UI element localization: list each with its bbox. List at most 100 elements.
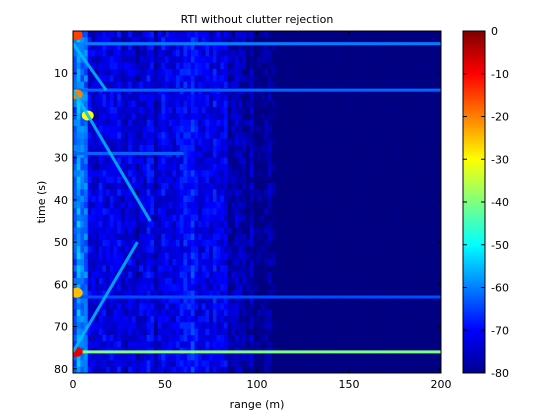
- heatmap-cell: [91, 75, 96, 83]
- heatmap-cell: [87, 119, 92, 127]
- heatmap-cell: [433, 126, 438, 133]
- heatmap-cell: [117, 31, 122, 38]
- heatmap-cell: [106, 50, 111, 57]
- heatmap-cell: [411, 297, 416, 304]
- heatmap-cell: [378, 252, 383, 260]
- heatmap-cell: [205, 221, 210, 228]
- heatmap-cell: [286, 107, 291, 114]
- heatmap-cell: [382, 284, 387, 292]
- heatmap-cell: [319, 43, 324, 51]
- heatmap-cell: [418, 183, 424, 190]
- heatmap-cell: [293, 151, 299, 159]
- heatmap-cell: [249, 316, 254, 323]
- heatmap-cell: [393, 252, 398, 260]
- heatmap-cell: [153, 126, 159, 133]
- heatmap-cell: [245, 221, 251, 228]
- heatmap-cell: [293, 176, 299, 184]
- heatmap-cell: [150, 100, 155, 108]
- heatmap-cell: [161, 138, 166, 146]
- heatmap-cell: [371, 265, 376, 273]
- heatmap-cell: [257, 252, 262, 260]
- heatmap-cell: [205, 94, 210, 102]
- heatmap-cell: [315, 113, 321, 121]
- heatmap-cell: [374, 221, 380, 228]
- heatmap-cell: [95, 246, 100, 254]
- heatmap-cell: [312, 126, 317, 133]
- heatmap-cell: [422, 100, 427, 108]
- heatmap-cell: [389, 176, 394, 184]
- heatmap-cell: [220, 113, 225, 121]
- heatmap-cell: [367, 170, 372, 178]
- heatmap-cell: [128, 290, 133, 298]
- heatmap-cell: [153, 290, 159, 298]
- heatmap-cell: [249, 265, 254, 273]
- heatmap-cell: [102, 119, 107, 127]
- heatmap-cell: [139, 31, 144, 38]
- heatmap-cell: [323, 75, 328, 83]
- heatmap-cell: [407, 341, 413, 349]
- heatmap-cell: [385, 221, 391, 228]
- heatmap-cell: [422, 195, 427, 203]
- heatmap-cell: [415, 113, 420, 121]
- heatmap-cell: [382, 107, 387, 114]
- heatmap-cell: [345, 94, 350, 102]
- heatmap-cell: [415, 94, 420, 102]
- heatmap-cell: [245, 214, 251, 222]
- heatmap-cell: [150, 271, 155, 279]
- heatmap-cell: [290, 164, 295, 171]
- heatmap-cell: [315, 322, 321, 330]
- heatmap-cell: [157, 126, 162, 133]
- heatmap-cell: [271, 94, 276, 102]
- heatmap-cell: [209, 113, 214, 121]
- heatmap-cell: [356, 126, 361, 133]
- heatmap-cell: [304, 126, 310, 133]
- heatmap-cell: [201, 151, 207, 159]
- heatmap-cell: [345, 69, 350, 76]
- heatmap-cell: [95, 195, 100, 203]
- heatmap-cell: [253, 335, 258, 342]
- heatmap-cell: [117, 297, 122, 304]
- heatmap-cell: [80, 278, 85, 285]
- heatmap-cell: [176, 246, 181, 254]
- heatmap-cell: [223, 233, 229, 241]
- heatmap-cell: [268, 81, 273, 89]
- heatmap-cell: [415, 214, 420, 222]
- heatmap-cell: [315, 100, 321, 108]
- heatmap-cell: [190, 31, 196, 38]
- heatmap-cell: [124, 316, 129, 323]
- heatmap-cell: [227, 328, 232, 336]
- heatmap-cell: [319, 119, 324, 127]
- heatmap-cell: [304, 189, 310, 197]
- heatmap-cell: [389, 322, 394, 330]
- heatmap-cell: [341, 316, 346, 323]
- heatmap-cell: [345, 170, 350, 178]
- heatmap-cell: [290, 69, 295, 76]
- heatmap-cell: [433, 183, 438, 190]
- heatmap-cell: [415, 278, 420, 285]
- heatmap-cell: [220, 94, 225, 102]
- heatmap-cell: [374, 94, 380, 102]
- heatmap-cell: [91, 240, 96, 247]
- heatmap-cell: [168, 69, 173, 76]
- heatmap-cell: [282, 151, 288, 159]
- heatmap-cell: [433, 75, 438, 83]
- heatmap-cell: [76, 69, 81, 76]
- heatmap-cell: [312, 157, 317, 165]
- heatmap-cell: [102, 50, 107, 57]
- heatmap-cell: [418, 297, 424, 304]
- heatmap-cell: [194, 303, 199, 311]
- heatmap-cell: [106, 208, 111, 216]
- heatmap-cell: [374, 214, 380, 222]
- heatmap-cell: [378, 303, 383, 311]
- heatmap-cell: [297, 290, 302, 298]
- heatmap-cell: [98, 62, 104, 70]
- heatmap-cell: [297, 341, 302, 349]
- heatmap-cell: [301, 170, 306, 178]
- heatmap-cell: [209, 75, 214, 83]
- heatmap-cell: [84, 265, 89, 273]
- heatmap-cell: [371, 322, 376, 330]
- heatmap-cell: [120, 189, 126, 197]
- heatmap-cell: [76, 157, 81, 165]
- heatmap-cell: [176, 43, 181, 51]
- heatmap-cell: [179, 202, 184, 209]
